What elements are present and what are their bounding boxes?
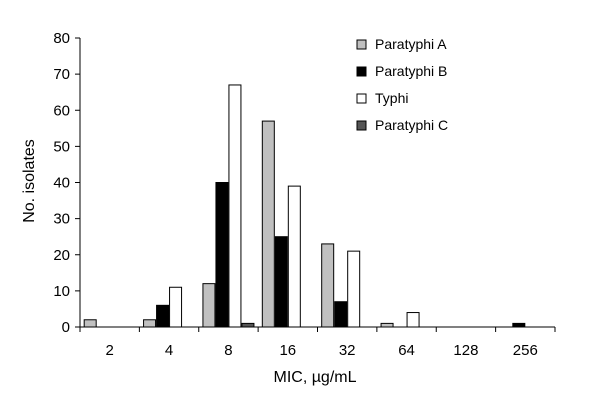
bar-paratyphi-a-2: [83, 319, 97, 328]
bar-paratyphi-b-8: [215, 182, 229, 328]
bar-paratyphi-a-8: [202, 283, 216, 328]
bar-paratyphi-b-4: [156, 304, 170, 328]
bar-paratyphi-c-8: [241, 322, 255, 328]
bar-paratyphi-a-32: [321, 243, 335, 328]
x-axis: 2 4 8 16 32 64 128 256: [79, 326, 556, 359]
bar-paratyphi-b-16: [274, 236, 288, 328]
y-tick-label: 10: [53, 283, 70, 300]
x-tick-label: 256: [513, 342, 538, 359]
x-tick-label: 32: [339, 342, 356, 359]
bar-typhi-64: [406, 312, 420, 328]
y-tick-label: 0: [62, 319, 70, 336]
legend-swatch: [356, 66, 367, 77]
legend-label: Paratyphi B: [375, 63, 447, 79]
y-tick-label: 60: [53, 102, 70, 119]
legend-swatch: [356, 120, 367, 131]
y-axis: 0 10 20 30 40 50 60 70 80: [53, 30, 81, 336]
legend-swatch: [356, 39, 367, 50]
bars-group: [83, 84, 526, 328]
x-tick-label: 4: [165, 342, 173, 359]
x-tick-label: 2: [106, 342, 114, 359]
legend: Paratyphi A Paratyphi B Typhi Paratyphi C: [356, 36, 448, 133]
bar-typhi-8: [228, 84, 242, 328]
bar-paratyphi-a-64: [380, 322, 394, 328]
legend-label: Paratyphi C: [375, 117, 448, 133]
x-tick-label: 8: [224, 342, 232, 359]
bar-typhi-32: [347, 250, 361, 328]
x-tick-label: 64: [398, 342, 415, 359]
y-tick-label: 30: [53, 211, 70, 228]
x-axis-label: MIC, µg/mL: [273, 369, 356, 386]
y-axis-label: No. isolates: [21, 139, 38, 223]
y-tick-label: 70: [53, 66, 70, 83]
y-tick-label: 80: [53, 30, 70, 47]
x-tick-label: 16: [279, 342, 296, 359]
bar-typhi-16: [287, 185, 301, 328]
y-tick-label: 50: [53, 138, 70, 155]
bar-paratyphi-a-16: [261, 120, 275, 328]
bar-paratyphi-b-256: [512, 322, 526, 328]
legend-label: Typhi: [375, 90, 408, 106]
x-tick-label: 128: [453, 342, 478, 359]
y-tick-label: 40: [53, 175, 70, 192]
y-tick-label: 20: [53, 247, 70, 264]
bar-typhi-4: [169, 286, 183, 328]
bar-paratyphi-a-4: [143, 319, 157, 328]
bar-paratyphi-b-32: [334, 301, 348, 328]
legend-label: Paratyphi A: [375, 36, 447, 52]
legend-swatch: [356, 93, 367, 104]
